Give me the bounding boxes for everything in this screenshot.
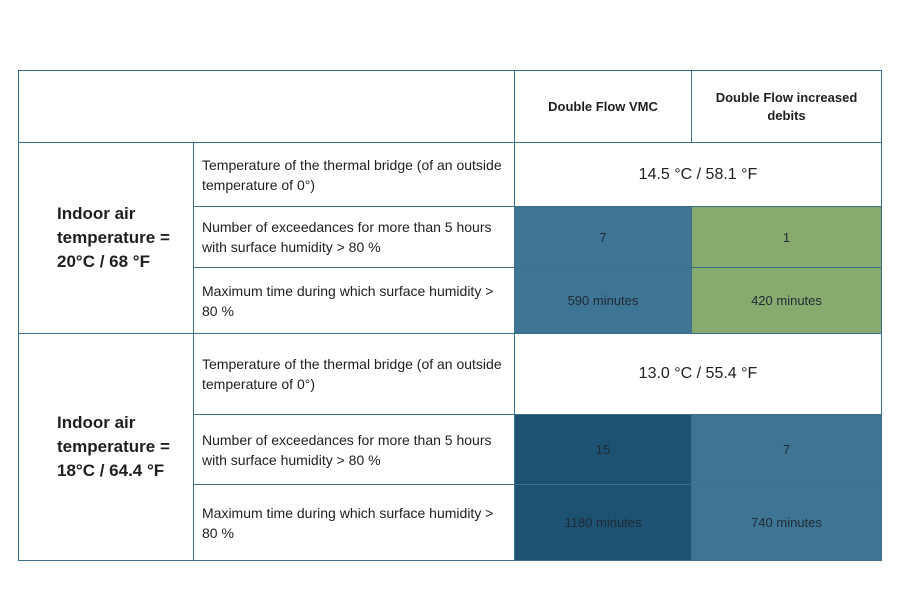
exceedances-increased-18c: 7 <box>692 415 881 485</box>
max-time-increased-18c: 740 minutes <box>692 485 881 560</box>
exceedances-vmc-18c: 15 <box>515 415 692 485</box>
bridge-temp-value-18c: 13.0 °C / 55.4 °F <box>515 334 881 415</box>
row-label-exceedances-20c: Number of exceedances for more than 5 ho… <box>194 207 515 268</box>
header-double-flow-vmc: Double Flow VMC <box>515 71 692 143</box>
row-label-bridge-temp-18c: Temperature of the thermal bridge (of an… <box>194 334 515 415</box>
max-time-vmc-18c: 1180 minutes <box>515 485 692 560</box>
row-label-exceedances-18c: Number of exceedances for more than 5 ho… <box>194 415 515 485</box>
exceedances-vmc-20c: 7 <box>515 207 692 268</box>
header-double-flow-increased: Double Flow increased debits <box>692 71 881 143</box>
row-label-max-time-20c: Maximum time during which surface humidi… <box>194 268 515 334</box>
group-label-18c: Indoor air temperature = 18°C / 64.4 °F <box>19 334 194 560</box>
header-empty-cell <box>19 71 515 143</box>
results-table: Double Flow VMC Double Flow increased de… <box>18 70 882 561</box>
row-label-bridge-temp-20c: Temperature of the thermal bridge (of an… <box>194 143 515 207</box>
max-time-increased-20c: 420 minutes <box>692 268 881 334</box>
max-time-vmc-20c: 590 minutes <box>515 268 692 334</box>
group-label-20c: Indoor air temperature = 20°C / 68 °F <box>19 143 194 334</box>
exceedances-increased-20c: 1 <box>692 207 881 268</box>
bridge-temp-value-20c: 14.5 °C / 58.1 °F <box>515 143 881 207</box>
row-label-max-time-18c: Maximum time during which surface humidi… <box>194 485 515 560</box>
